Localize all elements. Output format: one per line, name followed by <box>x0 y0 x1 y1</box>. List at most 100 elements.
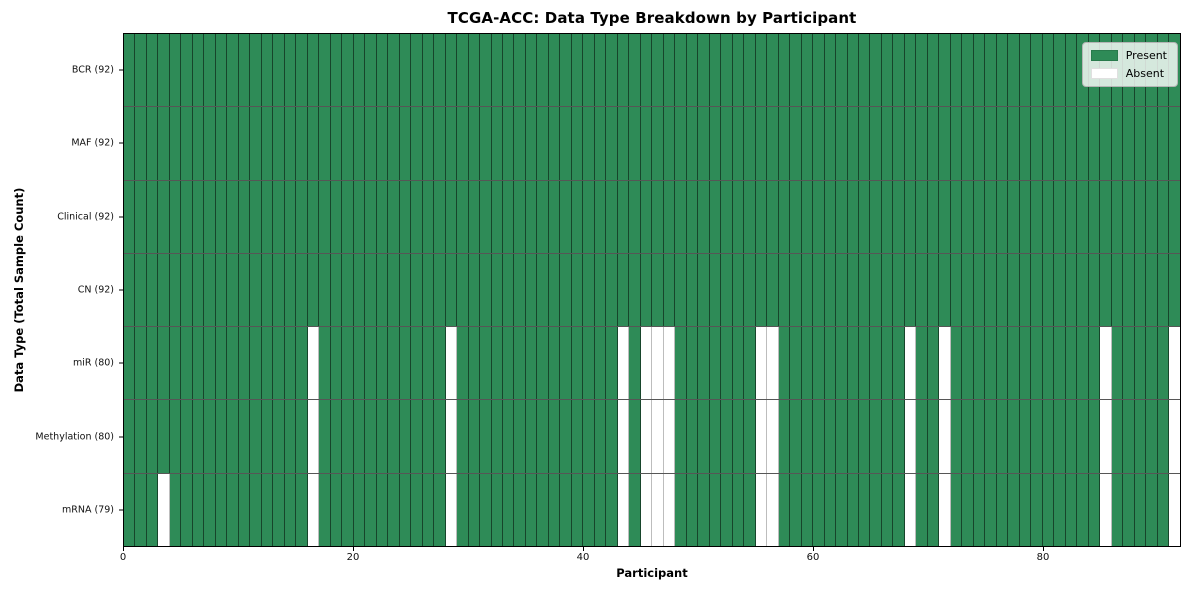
heatmap-cell <box>250 400 262 473</box>
heatmap-cell <box>663 34 676 107</box>
heatmap-cell <box>169 34 182 107</box>
heatmap-row <box>124 180 1180 254</box>
y-tick-mark <box>119 362 123 364</box>
heatmap-cell <box>445 473 458 546</box>
heatmap-cell <box>973 253 986 327</box>
heatmap-cell <box>399 180 412 253</box>
heatmap-cell <box>307 180 320 253</box>
heatmap-cell <box>342 180 354 253</box>
heatmap-cell <box>571 34 584 107</box>
heatmap-cell <box>881 34 894 107</box>
heatmap-cell <box>594 327 607 400</box>
heatmap-cell <box>169 180 182 253</box>
heatmap-cell <box>146 400 159 473</box>
heatmap-cell <box>686 253 699 327</box>
heatmap-cell <box>342 327 354 400</box>
heatmap-cell <box>284 180 297 253</box>
heatmap-cell <box>204 327 216 400</box>
heatmap-cell <box>1123 327 1135 400</box>
heatmap-cell <box>1008 473 1020 546</box>
heatmap-cell <box>284 400 297 473</box>
heatmap-cell <box>824 34 837 107</box>
legend-swatch-present <box>1090 50 1118 61</box>
heatmap-cell <box>1031 107 1043 180</box>
heatmap-row <box>124 327 1180 401</box>
heatmap-cell <box>365 400 377 473</box>
heatmap-cell <box>1042 327 1055 400</box>
heatmap-cell <box>560 473 572 546</box>
heatmap-cell <box>571 400 584 473</box>
heatmap-cell <box>124 400 136 473</box>
heatmap-cell <box>973 107 986 180</box>
heatmap-cell <box>1157 180 1170 253</box>
x-tick-mark <box>582 547 584 551</box>
heatmap-cell <box>1054 473 1066 546</box>
heatmap-cell <box>227 473 239 546</box>
heatmap-cell <box>1123 107 1135 180</box>
heatmap-cell <box>1146 107 1158 180</box>
heatmap-cell <box>261 34 274 107</box>
heatmap-cell <box>330 327 343 400</box>
heatmap-cell <box>916 327 928 400</box>
heatmap-cell <box>491 180 503 253</box>
heatmap-cell <box>939 400 951 473</box>
heatmap-cell <box>744 253 756 327</box>
heatmap-cell <box>629 107 641 180</box>
heatmap-cell <box>1157 400 1170 473</box>
x-tick-label: 80 <box>1036 552 1050 563</box>
heatmap-cell <box>698 473 710 546</box>
heatmap-cell <box>342 253 354 327</box>
heatmap-cell <box>767 473 779 546</box>
heatmap-cell <box>1042 400 1055 473</box>
heatmap-cell <box>652 180 664 253</box>
heatmap-cell <box>411 253 423 327</box>
heatmap-cell <box>767 34 779 107</box>
heatmap-cell <box>388 327 400 400</box>
heatmap-cell <box>525 180 538 253</box>
x-tick-label: 60 <box>806 552 820 563</box>
heatmap-cell <box>973 34 986 107</box>
heatmap-cell <box>1100 107 1112 180</box>
heatmap-cell <box>192 180 205 253</box>
x-tick-mark <box>122 547 124 551</box>
heatmap-cell <box>985 400 997 473</box>
heatmap-cell <box>1088 327 1101 400</box>
heatmap-cell <box>847 327 859 400</box>
heatmap-cell <box>1157 327 1170 400</box>
heatmap-cell <box>939 327 951 400</box>
heatmap-cell <box>480 180 492 253</box>
heatmap-cell <box>261 107 274 180</box>
heatmap-cell <box>399 473 412 546</box>
heatmap-cell <box>962 107 974 180</box>
heatmap-cell <box>399 400 412 473</box>
heatmap-cell <box>1077 180 1089 253</box>
heatmap-cell <box>847 400 859 473</box>
heatmap-cell <box>169 327 182 400</box>
heatmap-cell <box>537 180 549 253</box>
heatmap-cell <box>480 473 492 546</box>
heatmap-cell <box>1157 473 1170 546</box>
heatmap-cell <box>261 327 274 400</box>
heatmap-cell <box>985 253 997 327</box>
heatmap-cell <box>640 34 653 107</box>
heatmap-cell <box>571 473 584 546</box>
heatmap-cell <box>330 180 343 253</box>
heatmap-cell <box>617 107 630 180</box>
heatmap-cell <box>445 34 458 107</box>
heatmap-cell <box>158 107 170 180</box>
heatmap-cell <box>686 34 699 107</box>
heatmap-cell <box>434 180 446 253</box>
heatmap-cell <box>1111 180 1124 253</box>
heatmap-cell <box>434 327 446 400</box>
heatmap-cell <box>916 473 928 546</box>
heatmap-cell <box>422 180 435 253</box>
heatmap-cell <box>813 253 825 327</box>
heatmap-cell <box>836 107 848 180</box>
heatmap-cell <box>836 253 848 327</box>
heatmap-cell <box>365 473 377 546</box>
heatmap-cell <box>1134 473 1147 546</box>
heatmap-cell <box>686 473 699 546</box>
heatmap-cell <box>732 327 745 400</box>
heatmap-cell <box>594 253 607 327</box>
heatmap-cell <box>617 327 630 400</box>
